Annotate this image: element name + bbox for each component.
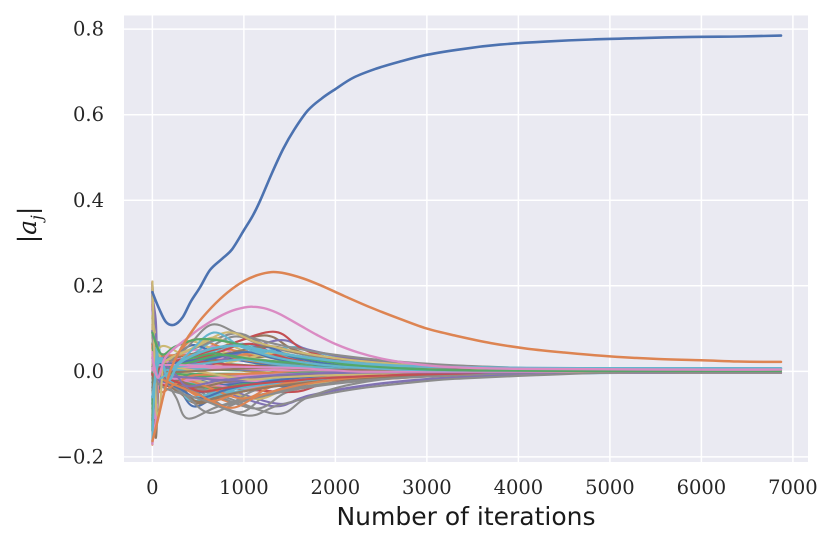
y-tick-label: 0.2 <box>73 274 104 297</box>
y-tick-label: 0.8 <box>73 18 104 41</box>
y-tick-label: 0.0 <box>73 360 104 383</box>
y-axis-label: |aj| <box>11 165 46 285</box>
x-tick-label: 6000 <box>677 476 727 499</box>
series-dominant-mode-blue <box>151 34 783 327</box>
y-axis-label-prefix: |a <box>13 219 42 244</box>
x-tick-label: 3000 <box>402 476 452 499</box>
x-tick-label: 0 <box>146 476 158 499</box>
y-axis-label-suffix: | <box>13 206 42 216</box>
x-axis-label: Number of iterations <box>336 502 596 531</box>
y-axis-label-subscript: j <box>28 215 46 220</box>
x-tick-label: 4000 <box>494 476 544 499</box>
x-tick-label: 7000 <box>768 476 818 499</box>
y-tick-label: −0.2 <box>57 445 104 468</box>
y-tick-label: 0.4 <box>73 189 104 212</box>
y-tick-label: 0.6 <box>73 103 104 126</box>
x-tick-label: 2000 <box>311 476 361 499</box>
x-tick-label: 1000 <box>219 476 269 499</box>
series-secondary-mode-orange <box>151 270 783 443</box>
x-tick-label: 5000 <box>585 476 635 499</box>
